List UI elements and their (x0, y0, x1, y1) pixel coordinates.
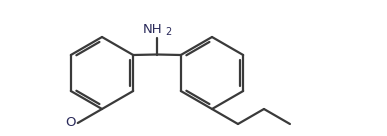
Text: 2: 2 (166, 27, 172, 37)
Text: NH: NH (143, 23, 163, 36)
Text: O: O (65, 117, 75, 129)
